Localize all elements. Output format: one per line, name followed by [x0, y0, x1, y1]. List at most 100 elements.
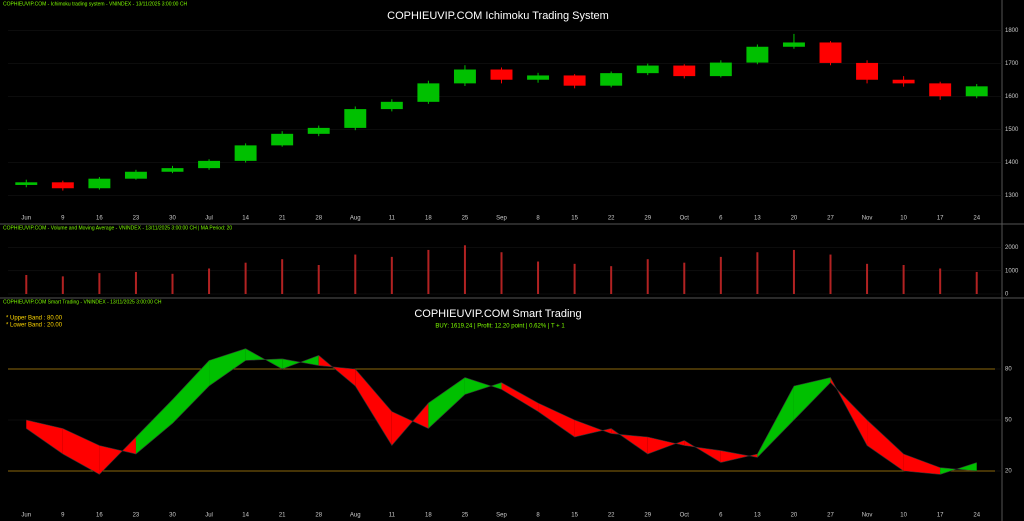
candle-body: [965, 86, 988, 97]
x-tick-label: Nov: [862, 216, 873, 222]
chart-title: COPHIEUVIP.COM Smart Trading: [414, 308, 581, 320]
x-tick-label: 25: [462, 513, 469, 519]
candle-body: [453, 69, 476, 84]
candle-body: [271, 133, 294, 146]
annotation: BUY: 1619.24 | Profit: 12.20 point | 0.6…: [435, 324, 565, 330]
x-tick-label: 20: [791, 216, 798, 222]
candle-body: [819, 42, 842, 63]
candle-body: [198, 160, 221, 169]
y-tick-label: 1400: [1005, 160, 1019, 166]
x-tick-label: Oct: [680, 513, 690, 519]
cloud-segment: [903, 454, 941, 475]
chart-title: COPHIEUVIP.COM Ichimoku Trading System: [387, 10, 609, 22]
x-tick-label: 29: [644, 513, 651, 519]
candle-body: [380, 101, 403, 110]
x-tick-label: 13: [754, 513, 761, 519]
x-tick-label: 18: [425, 216, 432, 222]
cloud-segment: [62, 428, 100, 475]
candle-body: [15, 182, 38, 185]
volume-bar: [427, 249, 430, 294]
candle-body: [417, 83, 440, 102]
y-tick-label: 0: [1005, 292, 1009, 298]
x-tick-label: Jun: [21, 216, 31, 222]
band-label: * Lower Band : 20.00: [6, 323, 63, 329]
candle-body: [600, 73, 623, 86]
x-tick-label: Aug: [350, 513, 361, 519]
volume-bar: [902, 265, 905, 294]
cloud-segment: [135, 399, 173, 454]
x-tick-label: Aug: [350, 216, 361, 222]
volume-bar: [208, 268, 211, 294]
band-label: * Upper Band : 80.00: [6, 316, 63, 322]
x-tick-label: 27: [827, 513, 834, 519]
x-tick-label: 20: [791, 513, 798, 519]
cloud-segment: [172, 360, 210, 424]
candle-body: [563, 75, 586, 86]
cloud-segment: [647, 437, 685, 454]
candle-body: [234, 145, 257, 161]
x-tick-label: 18: [425, 513, 432, 519]
candle-body: [746, 46, 769, 63]
y-tick-label: 80: [1005, 367, 1012, 373]
volume-bar: [610, 266, 613, 294]
x-tick-label: 6: [719, 513, 723, 519]
x-tick-label: Jun: [21, 513, 31, 519]
volume-bar: [683, 262, 686, 294]
x-tick-label: 9: [61, 216, 65, 222]
panel-header: COPHIEUVIP.COM - Ichimoku trading system…: [3, 1, 187, 7]
candle-body: [51, 182, 74, 189]
volume-bar: [537, 261, 540, 294]
x-tick-label: 23: [133, 216, 140, 222]
y-tick-label: 1500: [1005, 127, 1019, 133]
volume-bar: [61, 276, 64, 294]
cloud-segment: [501, 382, 539, 412]
volume-bar: [463, 245, 466, 294]
cloud-segment: [428, 377, 465, 429]
x-tick-label: 30: [169, 216, 176, 222]
volume-bar: [573, 263, 576, 294]
y-tick-label: 50: [1005, 418, 1012, 424]
volume-bar: [646, 259, 649, 294]
x-tick-label: 11: [389, 513, 396, 519]
x-tick-label: 15: [571, 216, 578, 222]
candle-body: [636, 65, 659, 74]
volume-bar: [98, 273, 101, 294]
candle-body: [527, 75, 550, 80]
candle-body: [124, 171, 147, 179]
panel-header: COPHIEUVIP.COM Smart Trading - VNINDEX -…: [3, 299, 162, 305]
x-tick-label: 24: [973, 513, 980, 519]
x-tick-label: Oct: [680, 216, 690, 222]
cloud-segment: [757, 386, 794, 458]
x-tick-label: 6: [719, 216, 723, 222]
x-tick-label: 27: [827, 216, 834, 222]
x-tick-label: 24: [973, 216, 980, 222]
x-tick-label: 8: [536, 216, 540, 222]
candle-body: [490, 69, 513, 80]
x-tick-label: 11: [389, 216, 396, 222]
volume-bar: [25, 274, 28, 294]
candle-body: [673, 65, 696, 77]
x-tick-label: 17: [937, 216, 944, 222]
x-tick-label: Nov: [862, 513, 873, 519]
x-tick-label: 21: [279, 216, 286, 222]
candle-body: [782, 42, 805, 47]
cloud-segment: [867, 420, 904, 471]
volume-bar: [756, 252, 759, 294]
x-tick-label: 23: [133, 513, 140, 519]
candle-body: [892, 79, 915, 84]
candle-body: [929, 83, 952, 97]
x-tick-label: 22: [608, 216, 615, 222]
y-tick-label: 1800: [1005, 28, 1019, 34]
x-tick-label: 30: [169, 513, 176, 519]
x-tick-label: Jul: [205, 513, 213, 519]
x-tick-label: 10: [900, 216, 907, 222]
x-tick-label: 29: [644, 216, 651, 222]
candle-body: [161, 168, 184, 172]
panel-header: COPHIEUVIP.COM - Volume and Moving Avera…: [3, 225, 232, 231]
x-tick-label: 16: [96, 216, 103, 222]
y-tick-label: 1700: [1005, 61, 1019, 67]
y-tick-label: 1000: [1005, 268, 1019, 274]
cloud-segment: [209, 348, 246, 386]
cloud-segment: [574, 420, 612, 437]
